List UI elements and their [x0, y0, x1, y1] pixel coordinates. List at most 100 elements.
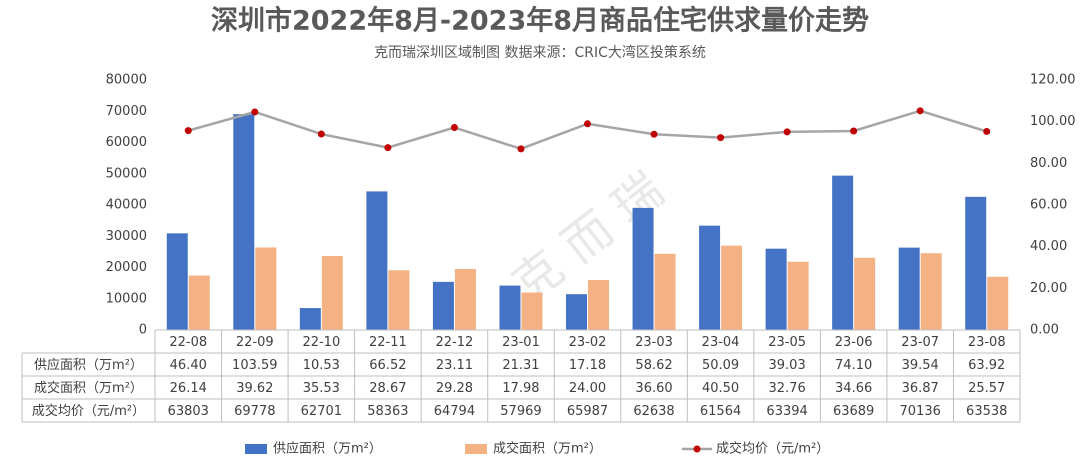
- table-cell: 40.50: [702, 381, 739, 396]
- x-tick-label: 22-10: [302, 335, 340, 350]
- table-cell: 25.57: [968, 381, 1005, 396]
- bar: [299, 308, 321, 330]
- bar: [388, 270, 410, 330]
- table-cell: 65987: [567, 404, 608, 419]
- table-cell: 50.09: [702, 358, 739, 373]
- bar: [699, 225, 721, 330]
- table-cell: 64794: [434, 404, 475, 419]
- x-tick-label: 23-01: [502, 335, 540, 350]
- line: [187, 109, 988, 151]
- x-tick-label: 23-05: [768, 335, 806, 350]
- table-cell: 39.54: [902, 358, 939, 373]
- line-marker: [650, 130, 658, 138]
- legend-label: 成交面积（万m²）: [493, 441, 602, 457]
- bar: [166, 233, 188, 330]
- bar: [566, 294, 587, 330]
- line-marker: [184, 127, 192, 135]
- table-cell: 58363: [367, 404, 408, 419]
- table-cell: 36.60: [635, 381, 672, 396]
- chart-subtitle: 克而瑞深圳区域制图 数据来源：CRIC大湾区投策系统: [374, 44, 706, 61]
- y2-tick-label: 100.00: [1030, 114, 1076, 129]
- y-tick-label: 70000: [106, 104, 147, 119]
- legend-swatch: [245, 444, 267, 454]
- y-tick-label: 40000: [106, 198, 147, 213]
- bar: [454, 269, 476, 330]
- legend-label: 成交均价（元/m²）: [716, 441, 829, 457]
- table-cell: 39.62: [236, 381, 273, 396]
- table-cell: 61564: [700, 404, 741, 419]
- x-tick-label: 22-12: [436, 335, 474, 350]
- table-row-label: 供应面积（万m²）: [34, 357, 143, 373]
- bar: [832, 175, 854, 330]
- chart-title: 深圳市2022年8月-2023年8月商品住宅供求量价走势: [211, 5, 869, 37]
- bar: [255, 247, 277, 330]
- table-cell: 39.03: [769, 358, 806, 373]
- bar: [920, 253, 942, 330]
- table-cell: 46.40: [170, 358, 207, 373]
- bar: [499, 285, 521, 330]
- table-cell: 63.92: [968, 358, 1005, 373]
- x-tick-label: 22-09: [236, 335, 274, 350]
- bar: [366, 191, 388, 330]
- bar: [787, 261, 809, 330]
- table-cell: 34.66: [835, 381, 872, 396]
- table-cell: 69778: [234, 404, 275, 419]
- table-cell: 70136: [900, 404, 941, 419]
- bar: [321, 255, 343, 330]
- table-cell: 57969: [500, 404, 541, 419]
- table-cell: 63689: [833, 404, 874, 419]
- y2-tick-label: 40.00: [1030, 239, 1067, 254]
- bar: [588, 280, 609, 330]
- table-cell: 58.62: [635, 358, 672, 373]
- line-marker: [916, 107, 924, 115]
- bar: [432, 281, 454, 330]
- x-tick-label: 22-11: [369, 335, 407, 350]
- x-tick-label: 23-07: [901, 335, 939, 350]
- y-tick-label: 10000: [106, 291, 147, 306]
- legend-swatch: [465, 444, 487, 454]
- line-marker: [983, 127, 991, 135]
- x-tick-label: 23-06: [835, 335, 873, 350]
- bar: [233, 114, 255, 330]
- table-cell: 74.10: [835, 358, 872, 373]
- table-cell: 63803: [168, 404, 209, 419]
- y2-tick-label: 60.00: [1030, 198, 1067, 213]
- y-tick-label: 60000: [106, 135, 147, 150]
- bar: [188, 275, 210, 330]
- bar: [965, 196, 987, 330]
- x-tick-label: 23-03: [635, 335, 673, 350]
- bar: [765, 248, 787, 330]
- bar: [854, 257, 876, 330]
- x-tick-label: 22-08: [169, 335, 207, 350]
- table-row-label: 成交面积（万m²）: [34, 380, 143, 396]
- line-marker: [251, 108, 259, 116]
- bar: [721, 245, 743, 330]
- table-row-label: 成交均价（元/m²）: [32, 403, 145, 419]
- y2-tick-label: 20.00: [1030, 281, 1067, 296]
- table-cell: 24.00: [569, 381, 606, 396]
- table-cell: 17.98: [502, 381, 539, 396]
- bar: [521, 292, 543, 330]
- line-marker: [450, 124, 458, 132]
- table-cell: 29.28: [436, 381, 473, 396]
- table-cell: 21.31: [502, 358, 539, 373]
- y-tick-label: 50000: [106, 166, 147, 181]
- y-tick-label: 30000: [106, 229, 147, 244]
- line-marker: [584, 120, 591, 128]
- y-tick-label: 0: [139, 323, 147, 338]
- table-cell: 35.53: [303, 381, 340, 396]
- table-cell: 26.14: [170, 381, 207, 396]
- bar: [987, 276, 1009, 330]
- y2-tick-label: 80.00: [1030, 156, 1067, 171]
- table-cell: 32.76: [769, 381, 806, 396]
- y2-tick-label: 120.00: [1030, 73, 1076, 88]
- line-marker: [317, 130, 325, 138]
- y2-tick-label: 0.00: [1030, 323, 1059, 338]
- line-marker: [783, 128, 791, 136]
- table-cell: 63394: [766, 404, 807, 419]
- table-cell: 103.59: [232, 358, 278, 373]
- legend-marker: [693, 445, 701, 453]
- table-cell: 63538: [966, 404, 1007, 419]
- bar: [654, 253, 676, 330]
